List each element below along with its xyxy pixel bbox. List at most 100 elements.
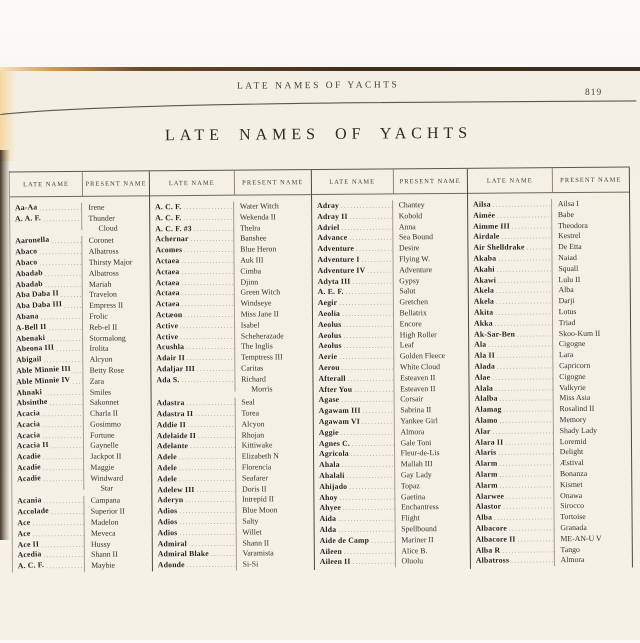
dot-leader: ........................................	[511, 222, 552, 231]
present-name-text: Intrepid II	[242, 494, 274, 505]
present-name-text: Zara	[89, 376, 105, 386]
present-name-text: Naiad	[558, 252, 577, 263]
dot-leader: ........................................	[39, 204, 82, 213]
late-name-cell: Actaea..................................…	[150, 277, 235, 289]
present-name-cell: Darji	[553, 296, 630, 307]
present-name-text: White Cloud	[399, 362, 441, 372]
late-name-text: Ahala	[319, 459, 340, 470]
present-name-text: Alcyon	[241, 419, 265, 429]
present-name-text: Onawa	[560, 490, 583, 500]
late-name-cell: A. C. F. #3.............................…	[150, 223, 235, 235]
dot-leader: ........................................	[190, 442, 235, 451]
late-name-text: Actaea	[155, 256, 180, 266]
late-name-text: Aeolia	[317, 308, 341, 318]
present-name-cell: Cigogne	[553, 371, 630, 382]
present-name-cell: Si-Si	[237, 559, 314, 570]
present-name-text: Cloud	[98, 223, 118, 234]
dot-leader: ........................................	[503, 405, 553, 414]
present-name-cell: Gay Lady	[395, 470, 469, 481]
present-name-text: Meveca	[90, 528, 116, 538]
late-name-cell: Alara II................................…	[469, 436, 554, 449]
late-name-cell: Aeolia..................................…	[312, 308, 394, 320]
late-name-text: Albacore	[475, 523, 508, 533]
present-name-text: Yankee Girl	[400, 416, 438, 426]
late-name-text: Akahi	[473, 264, 495, 274]
present-name-text: Esteaven II	[400, 372, 436, 383]
dot-leader: ........................................	[349, 234, 393, 243]
present-name-text: Lulu II	[558, 274, 581, 284]
late-name-cell: Alamo...................................…	[469, 415, 554, 427]
late-name-cell: Abigail.................................…	[11, 354, 84, 367]
present-name-cell: Æstival	[554, 458, 631, 469]
present-name-text: Babe	[557, 209, 574, 219]
dot-leader: ........................................	[42, 464, 84, 473]
dot-leader: ........................................	[346, 471, 394, 480]
late-name-text: Admiral	[157, 538, 187, 548]
late-name-cell: Acomes..................................…	[150, 244, 235, 257]
late-name-cell: A. C. F.................................…	[150, 212, 234, 224]
present-name-cell: Doris II	[236, 484, 313, 495]
late-name-cell: Ahalali.................................…	[314, 470, 395, 482]
present-name-text: Darji	[558, 296, 575, 306]
present-name-cell: The Inglis	[235, 341, 312, 352]
late-name-cell: A. A. F.................................…	[10, 213, 83, 231]
present-name-cell: Leaf	[394, 340, 468, 351]
dot-leader: ........................................	[496, 265, 552, 274]
dot-leader: ........................................	[356, 244, 393, 253]
present-name-cell: Thunder Cloud	[82, 213, 149, 233]
present-name-cell: Sakonnet	[84, 398, 151, 409]
late-name-text: Addie II	[156, 419, 187, 430]
dot-leader: ........................................	[43, 214, 82, 223]
late-name-text: Albatross	[475, 555, 510, 566]
dot-leader: ........................................	[39, 248, 82, 257]
late-name-text: Adelante	[156, 441, 189, 451]
present-name-text: Varamista	[242, 548, 274, 559]
present-name-text: High Roller	[399, 329, 437, 339]
present-name-text: Gale Toni	[400, 437, 432, 447]
late-name-cell: Adios...................................…	[152, 516, 237, 529]
late-name-cell: Aerie...................................…	[313, 351, 394, 364]
present-name-text: Alba	[558, 285, 574, 295]
dot-leader: ........................................	[186, 561, 236, 570]
dot-leader: ........................................	[501, 232, 552, 241]
present-name-text: Si-Si	[242, 559, 259, 569]
dot-leader: ........................................	[43, 475, 84, 484]
late-name-text: Alamo	[474, 415, 498, 425]
late-name-text: Acadie	[16, 462, 42, 473]
late-name-cell: Abeona III..............................…	[11, 344, 84, 356]
late-name-cell: Alarwee.................................…	[470, 490, 555, 503]
present-name-text: Irolita	[89, 343, 109, 354]
present-name-cell: Thelra	[234, 223, 311, 234]
present-name-text: Water Witch	[239, 201, 279, 211]
late-name-cell: Adios...................................…	[152, 505, 237, 518]
late-name-text: Ahijado	[319, 481, 348, 491]
dot-leader: ........................................	[210, 550, 236, 559]
present-name-cell: Onawa	[554, 490, 631, 501]
late-name-cell: Airdale.................................…	[468, 231, 553, 244]
present-name-text: Florencia	[241, 462, 272, 472]
present-name-text: Tango	[560, 544, 580, 554]
present-name-text: Salty	[242, 516, 259, 526]
dot-leader: ........................................	[498, 448, 553, 457]
present-name-cell: Naiad	[552, 253, 629, 264]
page-number: 819	[584, 87, 603, 98]
present-name-text: Spellbound	[401, 523, 437, 534]
late-name-cell: Admiral.................................…	[152, 538, 237, 550]
column-group-body: A. C. F.................................…	[150, 195, 314, 572]
late-name-text: Adele	[157, 463, 177, 473]
dot-leader: ........................................	[181, 257, 234, 266]
late-name-text: Aggie	[318, 427, 339, 437]
late-name-text: Absinthe	[16, 398, 48, 408]
late-name-text: Alarwee	[475, 491, 505, 501]
dot-leader: ........................................	[499, 394, 553, 403]
present-name-cell: Bellatrix	[394, 308, 468, 319]
late-name-text: Agnes C.	[318, 438, 351, 448]
table-row: Adonde..................................…	[152, 559, 314, 572]
present-name-cell: Anna	[393, 221, 467, 232]
present-name-text: Thunder	[88, 213, 115, 223]
late-name-cell: Adastra.................................…	[151, 397, 236, 410]
present-name-cell: Meveca	[85, 528, 152, 539]
binding-shadow	[0, 150, 10, 540]
late-name-text: Actaea	[155, 299, 180, 309]
late-name-text: Adios	[157, 506, 178, 516]
